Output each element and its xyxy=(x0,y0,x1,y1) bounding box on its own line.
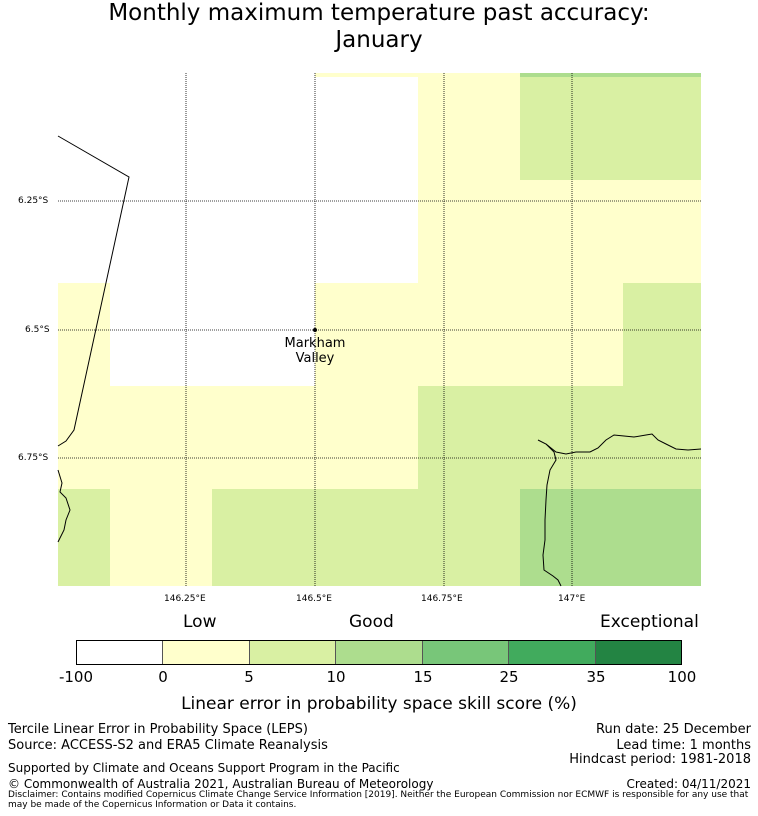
colorbar-segment xyxy=(595,641,681,664)
colorbar-tick: 15 xyxy=(413,668,433,686)
cell-light-green xyxy=(212,489,520,586)
disclaimer-text: Disclaimer: Contains modified Copernicus… xyxy=(8,790,749,810)
coastline-east xyxy=(537,439,562,587)
lead-time-text: Lead time: 1 months xyxy=(616,738,751,753)
lat-tick: 6.5°S xyxy=(25,325,50,335)
skill-cells xyxy=(58,73,701,586)
cell-light-green xyxy=(520,77,701,180)
place-label-line-2: Valley xyxy=(296,351,335,366)
coastline-west-lower xyxy=(57,469,71,543)
colorbar-axis-label: Linear error in probability space skill … xyxy=(181,694,577,714)
colorbar-segment xyxy=(336,641,423,664)
cell-light-green xyxy=(58,489,110,586)
skill-map: Markham Valley xyxy=(57,73,702,587)
cell-yellow xyxy=(315,283,418,386)
colorbar-tick: 10 xyxy=(326,668,346,686)
lon-tick: 147°E xyxy=(558,594,586,604)
support-text: Supported by Climate and Oceans Support … xyxy=(8,761,400,775)
legend-category-good: Good xyxy=(349,612,394,632)
cell-mid-green xyxy=(520,73,701,77)
place-label-line-1: Markham xyxy=(285,336,346,351)
lon-tick: 146.25°E xyxy=(164,594,206,604)
lat-tick: 6.25°S xyxy=(18,196,49,206)
lat-tick: 6.75°S xyxy=(18,453,49,463)
colorbar-segment xyxy=(509,641,596,664)
coastline-east-upper xyxy=(545,433,702,455)
lon-tick: 146.5°E xyxy=(296,594,332,604)
cell-light-green xyxy=(418,386,701,489)
copyright-text: © Commonwealth of Australia 2021, Austra… xyxy=(8,777,434,791)
cell-white xyxy=(110,283,315,386)
legend-category-exceptional: Exceptional xyxy=(600,612,699,632)
colorbar-tick: 0 xyxy=(158,668,168,686)
legend-category-low: Low xyxy=(183,612,217,632)
legend-colorbar xyxy=(76,640,682,665)
title-line-1: Monthly maximum temperature past accurac… xyxy=(108,0,650,26)
cell-yellow xyxy=(315,73,418,77)
created-text: Created: 04/11/2021 xyxy=(626,777,751,791)
colorbar-tick: 100 xyxy=(667,668,697,686)
colorbar-segment xyxy=(249,641,337,664)
source-text: Source: ACCESS-S2 and ERA5 Climate Reana… xyxy=(8,738,328,753)
hindcast-text: Hindcast period: 1981-2018 xyxy=(569,752,751,767)
coastline xyxy=(57,135,702,587)
colorbar-segment xyxy=(77,641,164,664)
map-title: Monthly maximum temperature past accurac… xyxy=(0,0,758,54)
lon-tick: 146.75°E xyxy=(421,594,463,604)
coastline-west xyxy=(57,135,130,447)
colorbar-tick: 35 xyxy=(586,668,606,686)
cell-yellow xyxy=(418,73,520,386)
colorbar-segment xyxy=(163,641,250,664)
colorbar-segment xyxy=(422,641,510,664)
cell-yellow xyxy=(58,283,110,386)
cell-mid-green xyxy=(520,489,701,586)
cell-yellow xyxy=(110,489,212,586)
run-date-text: Run date: 25 December xyxy=(596,722,751,737)
colorbar-tick: -100 xyxy=(58,668,94,686)
place-marker xyxy=(313,328,317,332)
title-line-2: January xyxy=(335,27,423,53)
cell-yellow xyxy=(58,386,418,489)
colorbar-tick: 5 xyxy=(244,668,254,686)
cell-white xyxy=(58,73,418,283)
colorbar-tick: 25 xyxy=(499,668,519,686)
method-text: Tercile Linear Error in Probability Spac… xyxy=(8,722,308,737)
cell-light-green xyxy=(623,283,701,386)
